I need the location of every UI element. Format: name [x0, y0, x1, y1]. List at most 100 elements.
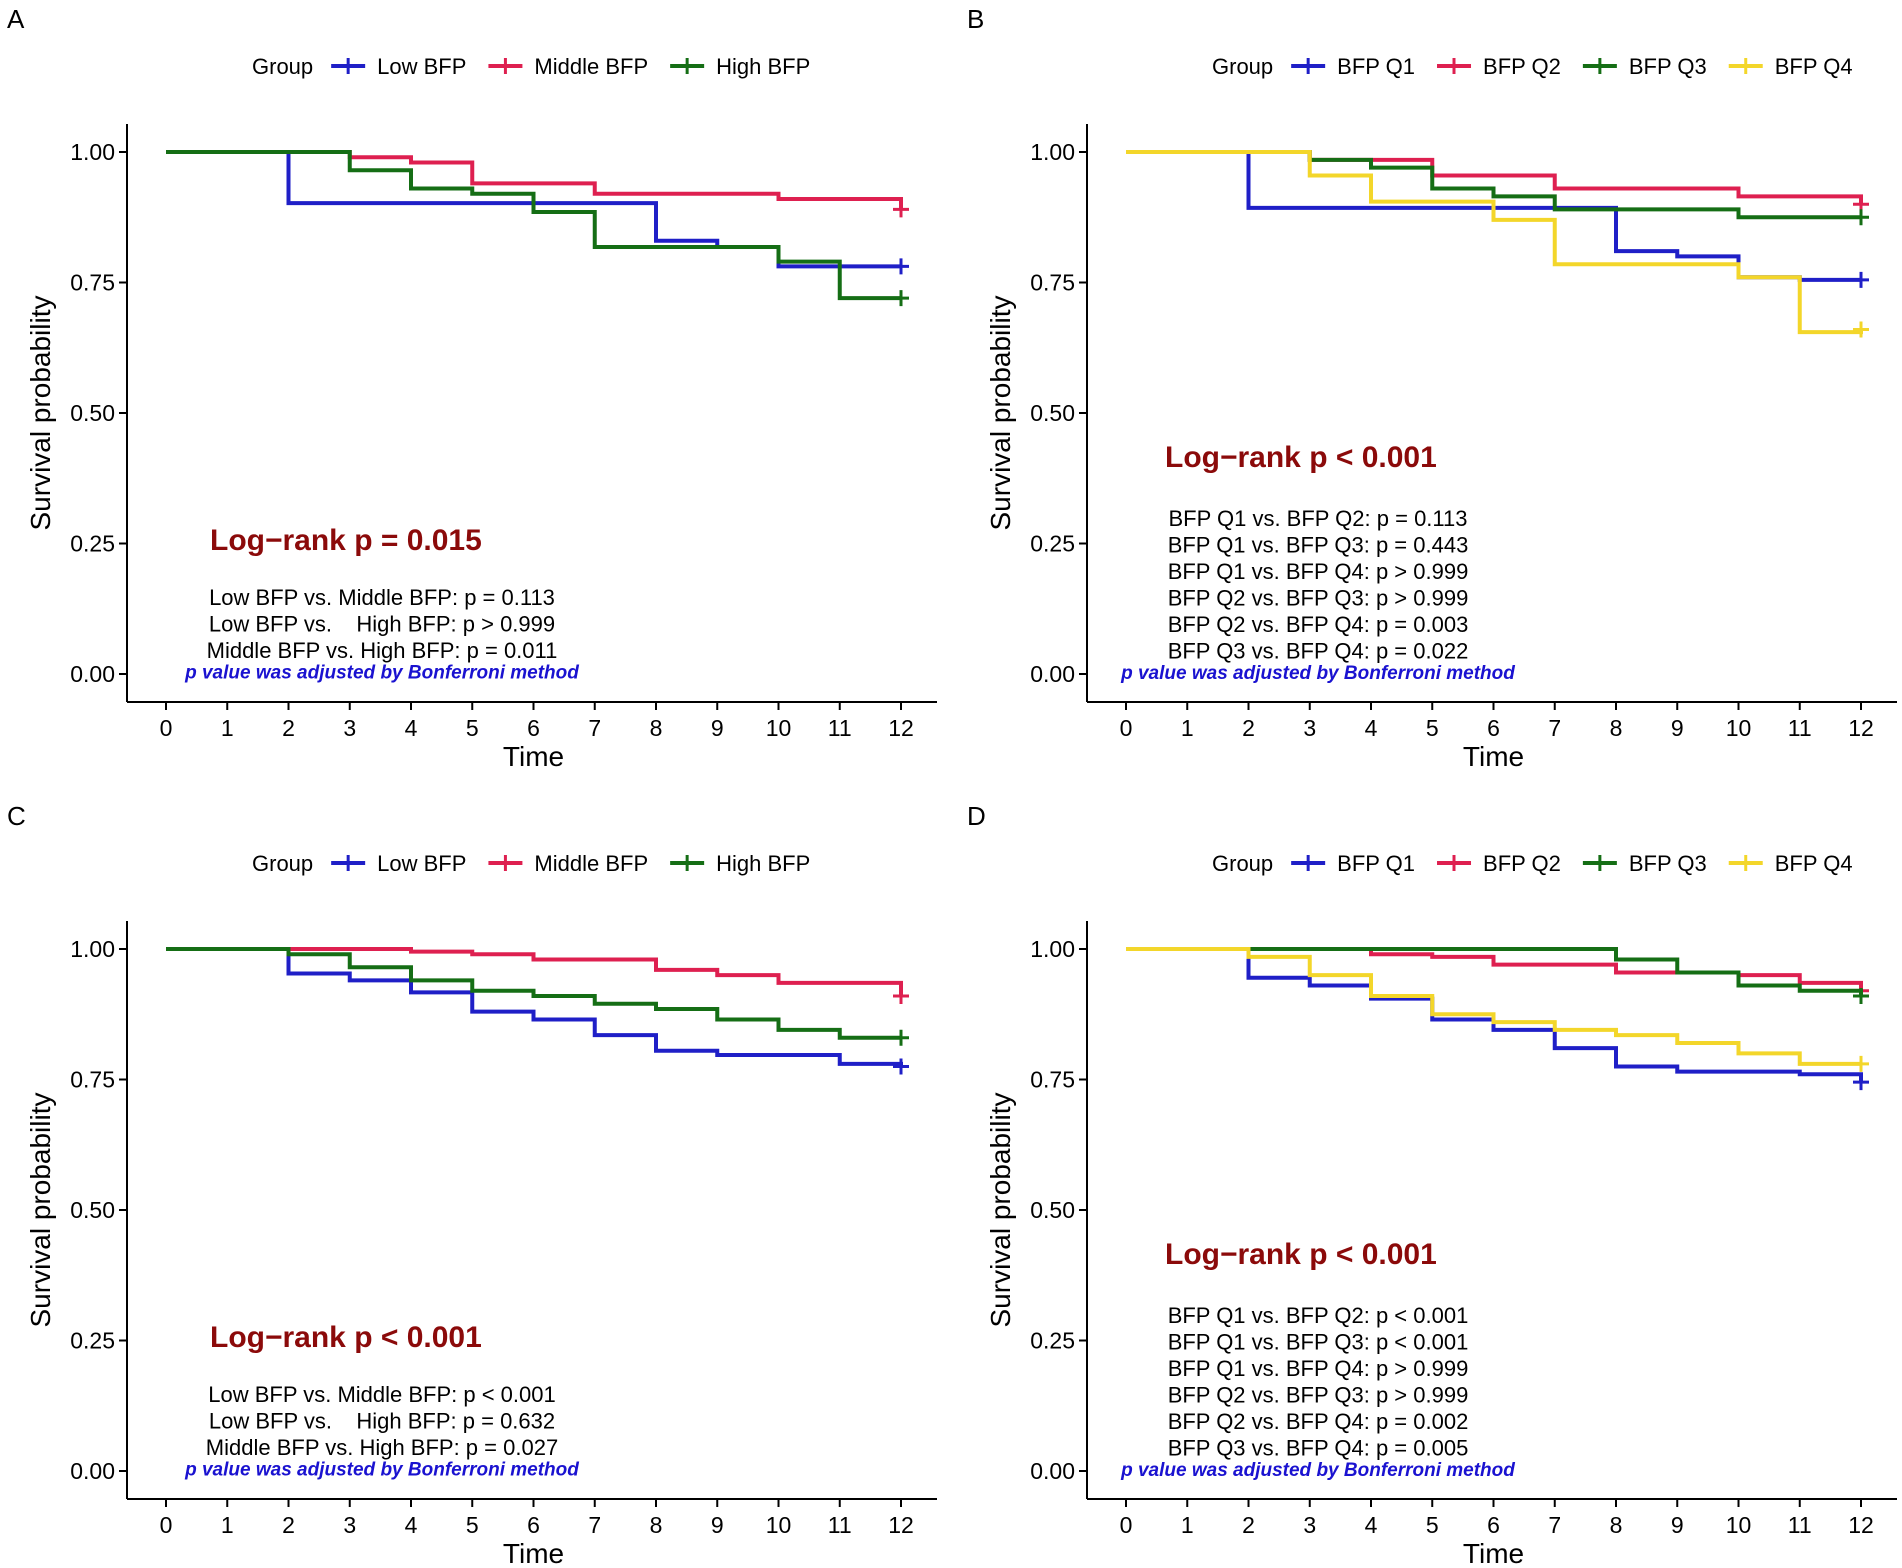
x-tick-label: 3: [1303, 1512, 1316, 1538]
legend-label: BFP Q3: [1629, 54, 1707, 79]
legend-item: High BFP: [670, 851, 810, 876]
censor-mark: [1853, 271, 1869, 288]
y-tick-label: 1.00: [70, 139, 115, 165]
x-axis-title: Time: [1463, 741, 1524, 772]
legend: Group BFP Q1 BFP Q2 BFP Q3 BFP Q4: [1212, 54, 1853, 79]
panel-letter: C: [7, 801, 26, 831]
x-tick-label: 10: [766, 1512, 792, 1538]
survival-curve-high-bfp: [166, 150, 901, 301]
pairwise-comparison: BFP Q3 vs. BFP Q4: p = 0.005: [1168, 1436, 1469, 1461]
x-tick-label: 7: [1548, 1512, 1561, 1538]
x-tick-label: 5: [1426, 715, 1439, 741]
x-tick-label: 2: [282, 1512, 295, 1538]
x-tick-label: 8: [650, 715, 663, 741]
pairwise-comparison: BFP Q1 vs. BFP Q2: p = 0.113: [1169, 506, 1468, 531]
legend-title: Group: [1212, 851, 1273, 876]
survival-curve-bfp-q4: [1126, 150, 1863, 335]
x-tick-label: 7: [588, 715, 601, 741]
y-axis-title: Survival probability: [985, 1093, 1016, 1328]
legend: Group BFP Q1 BFP Q2 BFP Q3 BFP Q4: [1212, 851, 1853, 876]
legend-label: BFP Q4: [1775, 54, 1853, 79]
y-tick-label: 0.25: [70, 531, 115, 557]
censor-mark: [893, 987, 909, 1004]
pairwise-comparison: BFP Q1 vs. BFP Q3: p = 0.443: [1168, 533, 1469, 558]
y-axis-title: Survival probability: [985, 296, 1016, 531]
survival-curve-bfp-q3: [1126, 150, 1861, 220]
adjustment-footnote: p value was adjusted by Bonferroni metho…: [1120, 663, 1515, 684]
legend-item: BFP Q2: [1437, 54, 1561, 79]
y-tick-label: 0.50: [70, 400, 115, 426]
logrank-pvalue: Log−rank p < 0.001: [1165, 441, 1437, 474]
survival-curve-bfp-q1: [1126, 947, 1863, 1083]
legend-label: BFP Q4: [1775, 851, 1853, 876]
x-tick-label: 1: [1181, 1512, 1194, 1538]
legend-label: BFP Q1: [1337, 851, 1415, 876]
y-tick-label: 1.00: [70, 936, 115, 962]
x-tick-label: 12: [888, 715, 914, 741]
km-panel-c: C Group Low BFP Middle BFP High BFP 0.00 0.25 0…: [7, 801, 937, 1568]
legend: Group Low BFP Middle BFP High BFP: [252, 851, 810, 876]
pairwise-comparison: Low BFP vs. High BFP: p > 0.999: [209, 612, 555, 637]
km-panel-d: D Group BFP Q1 BFP Q2 BFP Q3 BFP Q4 0.00 0.25 0.…: [967, 801, 1897, 1568]
y-tick-label: 0.75: [1030, 270, 1075, 296]
x-tick-label: 9: [1671, 1512, 1684, 1538]
legend-label: Low BFP: [377, 54, 466, 79]
x-tick-label: 3: [1303, 715, 1316, 741]
censor-mark: [893, 1058, 909, 1075]
pairwise-comparison: BFP Q1 vs. BFP Q4: p > 0.999: [1168, 559, 1469, 584]
x-tick-label: 10: [766, 715, 792, 741]
censor-mark: [893, 201, 909, 218]
x-tick-label: 1: [221, 715, 234, 741]
x-tick-label: 3: [343, 715, 356, 741]
adjustment-footnote: p value was adjusted by Bonferroni metho…: [1120, 1460, 1515, 1481]
y-tick-label: 0.00: [70, 1458, 115, 1484]
pairwise-comparison: Low BFP vs. Middle BFP: p = 0.113: [209, 585, 555, 610]
x-tick-label: 1: [1181, 715, 1194, 741]
x-tick-label: 4: [1365, 715, 1378, 741]
x-tick-label: 8: [650, 1512, 663, 1538]
x-tick-label: 6: [1487, 715, 1500, 741]
censor-mark: [1853, 1074, 1869, 1091]
y-tick-label: 0.25: [70, 1328, 115, 1354]
legend: Group Low BFP Middle BFP High BFP: [252, 54, 810, 79]
x-tick-label: 9: [711, 715, 724, 741]
x-tick-label: 11: [828, 1512, 852, 1538]
legend-title: Group: [252, 54, 313, 79]
x-tick-label: 5: [466, 715, 479, 741]
legend-item: BFP Q2: [1437, 851, 1561, 876]
survival-curve-bfp-q3: [1126, 947, 1863, 996]
x-tick-label: 11: [1788, 715, 1812, 741]
legend-title: Group: [1212, 54, 1273, 79]
x-tick-label: 10: [1726, 715, 1752, 741]
x-tick-label: 5: [1426, 1512, 1439, 1538]
legend-label: BFP Q2: [1483, 851, 1561, 876]
censor-mark: [893, 1029, 909, 1046]
km-panel-a: A Group Low BFP Middle BFP High BFP 0.00 0.25 0…: [7, 4, 937, 772]
km-panel-b: B Group BFP Q1 BFP Q2 BFP Q3 BFP Q4 0.00 0.25 0.…: [967, 4, 1897, 772]
pairwise-comparison: BFP Q3 vs. BFP Q4: p = 0.022: [1168, 639, 1469, 664]
legend-label: BFP Q1: [1337, 54, 1415, 79]
survival-curve-bfp-q4: [1126, 947, 1861, 1066]
x-tick-label: 8: [1610, 715, 1623, 741]
pairwise-comparison: BFP Q1 vs. BFP Q2: p < 0.001: [1168, 1303, 1469, 1328]
adjustment-footnote: p value was adjusted by Bonferroni metho…: [184, 1460, 579, 1481]
censor-mark: [1853, 209, 1869, 226]
y-tick-label: 0.50: [1030, 400, 1075, 426]
y-tick-label: 0.50: [1030, 1197, 1075, 1223]
x-tick-label: 0: [160, 715, 173, 741]
x-axis-title: Time: [503, 741, 564, 772]
pairwise-comparison: BFP Q1 vs. BFP Q4: p > 0.999: [1168, 1356, 1469, 1381]
x-tick-label: 3: [343, 1512, 356, 1538]
legend-item: BFP Q3: [1582, 54, 1707, 79]
x-tick-label: 9: [711, 1512, 724, 1538]
x-tick-label: 2: [1242, 1512, 1255, 1538]
pairwise-comparison: BFP Q1 vs. BFP Q3: p < 0.001: [1168, 1330, 1469, 1355]
y-tick-label: 1.00: [1030, 936, 1075, 962]
x-tick-label: 11: [1788, 1512, 1812, 1538]
pairwise-comparison: Low BFP vs. Middle BFP: p < 0.001: [208, 1382, 556, 1407]
logrank-pvalue: Log−rank p < 0.001: [1165, 1238, 1437, 1271]
x-tick-label: 5: [466, 1512, 479, 1538]
legend-item: BFP Q4: [1728, 54, 1853, 79]
legend-label: BFP Q3: [1629, 851, 1707, 876]
